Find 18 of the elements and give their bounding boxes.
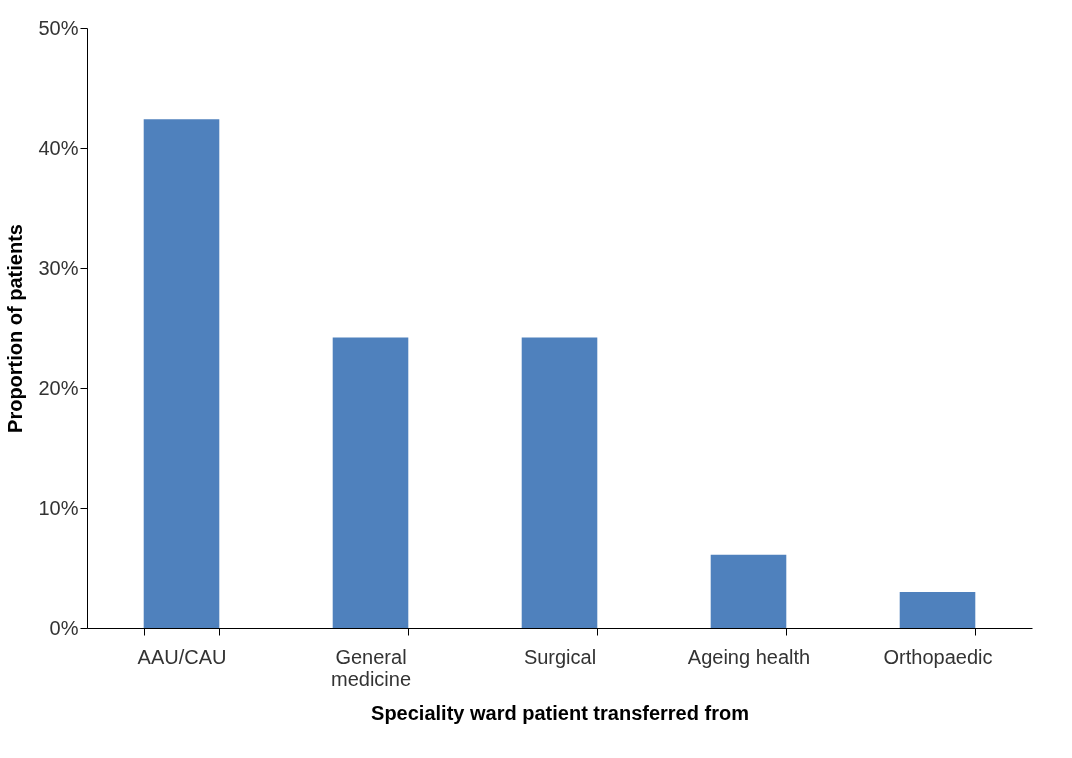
- x-tick-label: AAU/CAU: [137, 645, 227, 668]
- bar: [332, 337, 409, 628]
- y-tick-label: 40%: [38, 136, 79, 159]
- bar: [899, 592, 976, 628]
- y-tick-label: 50%: [38, 16, 79, 39]
- y-tick-label: 0%: [49, 616, 79, 639]
- bar: [521, 337, 598, 628]
- x-axis-title: Speciality ward patient transferred from: [371, 701, 749, 724]
- x-tick-label: Ageing health: [687, 645, 811, 668]
- x-tick-label: Orthopaedic: [883, 645, 993, 668]
- y-tick-label: 10%: [38, 496, 79, 519]
- y-axis-title: Proportion of patients: [4, 224, 27, 433]
- y-tick-label: 30%: [38, 256, 79, 279]
- y-tick-label: 20%: [38, 376, 79, 399]
- x-tick-label: General medicine: [330, 645, 412, 690]
- x-tick-label: Surgical: [523, 645, 597, 668]
- bar: [143, 119, 220, 628]
- bar: [710, 554, 787, 628]
